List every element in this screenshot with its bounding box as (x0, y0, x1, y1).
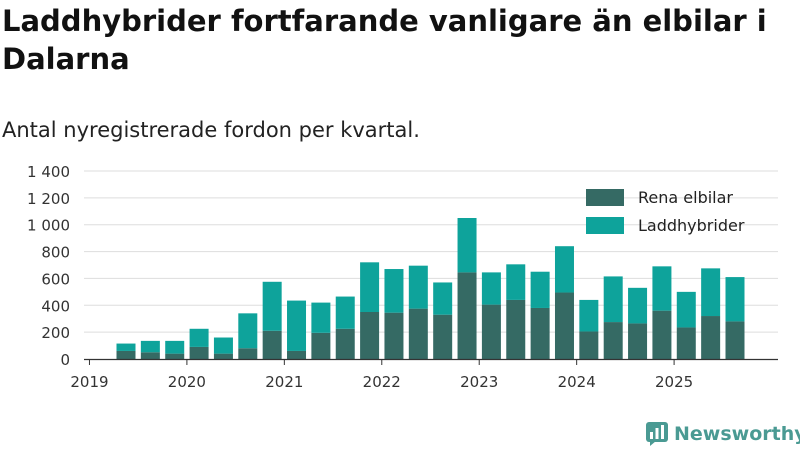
bars (116, 218, 745, 359)
bar-rena-elbilar (335, 328, 355, 359)
bar-rena-elbilar (384, 312, 404, 359)
bar-laddhybrider (408, 265, 428, 309)
bar-laddhybrider (238, 313, 258, 349)
bar-rena-elbilar (262, 330, 282, 359)
bar-rena-elbilar (189, 346, 209, 359)
bar-laddhybrider (579, 299, 599, 332)
y-tick-label: 800 (41, 244, 70, 262)
y-tick-label: 1 400 (27, 163, 70, 181)
bar-rena-elbilar (116, 350, 136, 359)
bar-rena-elbilar (311, 332, 331, 359)
bar-laddhybrider (506, 264, 526, 300)
bar-rena-elbilar (238, 348, 258, 359)
bar-rena-elbilar (287, 350, 307, 359)
bar-laddhybrider (360, 262, 380, 312)
x-tick-label: 2021 (265, 373, 303, 391)
bar-rena-elbilar (579, 331, 599, 359)
bar-rena-elbilar (408, 308, 428, 359)
chart-subtitle: Antal nyregistrerade fordon per kvartal. (2, 118, 420, 142)
x-tick-label: 2025 (655, 373, 693, 391)
legend-swatch (586, 189, 624, 206)
bar-rena-elbilar (213, 353, 233, 359)
bar-laddhybrider (262, 281, 282, 331)
x-tick-label: 2022 (363, 373, 401, 391)
bar-rena-elbilar (554, 292, 574, 359)
bar-rena-elbilar (457, 272, 477, 359)
bar-rena-elbilar (603, 322, 623, 359)
bar-rena-elbilar (701, 316, 721, 359)
bar-rena-elbilar (652, 310, 672, 359)
bar-laddhybrider (603, 276, 623, 323)
x-tick-label: 2019 (70, 373, 108, 391)
y-tick-label: 0 (60, 351, 70, 369)
bar-laddhybrider (140, 340, 160, 353)
bar-rena-elbilar (433, 314, 453, 359)
chart-title: Laddhybrider fortfarande vanligare än el… (2, 4, 767, 76)
bar-laddhybrider (189, 328, 209, 347)
y-tick-label: 1 000 (27, 217, 70, 235)
bar-laddhybrider (628, 287, 648, 324)
bar-laddhybrider (287, 300, 307, 351)
x-tick-label: 2023 (460, 373, 498, 391)
bar-laddhybrider (530, 271, 550, 308)
bar-laddhybrider (433, 282, 453, 315)
bar-laddhybrider (652, 266, 672, 311)
newsworthy-logo: Newsworthy (646, 420, 800, 448)
bar-rena-elbilar (165, 353, 185, 359)
x-tick-label: 2024 (558, 373, 596, 391)
bar-rena-elbilar (360, 312, 380, 359)
bar-rena-elbilar (676, 327, 696, 359)
y-tick-label: 600 (41, 270, 70, 288)
bar-rena-elbilar (481, 304, 501, 359)
bar-laddhybrider (311, 302, 331, 333)
bar-laddhybrider (701, 268, 721, 317)
bar-laddhybrider (725, 277, 745, 322)
bar-laddhybrider (213, 337, 233, 354)
bar-laddhybrider (165, 340, 185, 354)
bar-rena-elbilar (725, 321, 745, 359)
bar-laddhybrider (116, 343, 136, 351)
bar-rena-elbilar (530, 307, 550, 359)
bar-laddhybrider (676, 291, 696, 328)
bar-laddhybrider (481, 272, 501, 305)
bar-laddhybrider (384, 269, 404, 313)
legend-label: Rena elbilar (638, 188, 733, 207)
bar-rena-elbilar (506, 299, 526, 359)
legend: Rena elbilar Laddhybrider (586, 188, 745, 235)
bar-laddhybrider (554, 246, 574, 293)
bar-laddhybrider (457, 218, 477, 273)
bar-rena-elbilar (140, 352, 160, 359)
x-tick-label: 2020 (168, 373, 206, 391)
newsworthy-logo-icon (646, 422, 668, 446)
y-axis: 0 200 400 600 800 1 000 1 200 1 400 (27, 163, 70, 369)
legend-label: Laddhybrider (638, 216, 745, 235)
x-axis: 2019 2020 2021 2022 2023 2024 2025 (70, 358, 778, 391)
legend-swatch (586, 217, 624, 234)
bar-laddhybrider (335, 296, 355, 329)
y-tick-label: 1 200 (27, 190, 70, 208)
y-tick-label: 200 (41, 324, 70, 342)
bar-rena-elbilar (628, 323, 648, 359)
brand-name: Newsworthy (674, 423, 800, 445)
y-tick-label: 400 (41, 297, 70, 315)
